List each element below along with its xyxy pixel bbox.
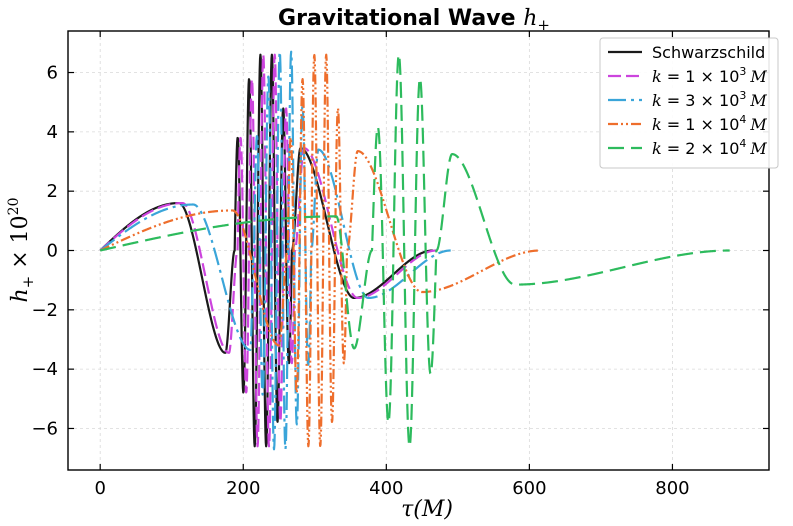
series-line-1 (99, 53, 434, 448)
x-tick-label: 200 (226, 478, 260, 499)
y-tick-label: 4 (47, 122, 58, 143)
legend-label-2: k = 1 × 103 M (652, 65, 767, 86)
x-tick-label: 600 (512, 478, 546, 499)
x-axis-label: τ(M) (401, 497, 453, 522)
legend-label-3: k = 3 × 103 M (652, 89, 767, 110)
y-tick-label: 2 (47, 181, 58, 202)
chart-title: Gravitational Wave h+ (278, 6, 550, 34)
x-tick-label: 800 (655, 478, 689, 499)
y-tick-label: −4 (31, 359, 58, 380)
series-line-4 (99, 53, 541, 448)
y-tick-label: −6 (31, 418, 58, 439)
legend-label-5: k = 2 × 104 M (652, 137, 767, 158)
y-tick-label: 0 (47, 241, 58, 262)
series-lines (99, 50, 731, 451)
y-tick-label: −2 (31, 300, 58, 321)
axis-ticks: 0 200 400 600 800 −6 −4 −2 0 2 4 6 (31, 31, 769, 499)
legend-box (599, 37, 779, 169)
legend-label-4: k = 1 × 104 M (652, 113, 767, 134)
legend-label-1: Schwarzschild (652, 43, 765, 62)
legend: Schwarzschild k = 1 × 103 M k = 3 × 103 M k =… (599, 37, 779, 169)
x-tick-label: 0 (94, 478, 105, 499)
y-tick-label: 6 (47, 63, 58, 84)
y-axis-label: h+ × 1020 (6, 198, 37, 303)
x-tick-label: 400 (369, 478, 403, 499)
series-line-5 (99, 53, 731, 448)
